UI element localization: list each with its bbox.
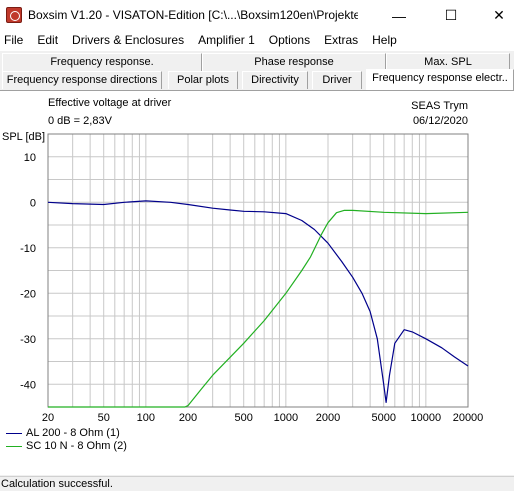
- tab-polar-plots[interactable]: Polar plots: [168, 71, 238, 89]
- minimize-button[interactable]: —: [392, 7, 406, 24]
- x-tick-label: 100: [137, 412, 155, 424]
- header-date: 06/12/2020: [412, 115, 468, 127]
- tab-phase-response[interactable]: Phase response: [202, 53, 386, 71]
- legend-label-1: AL 200 - 8 Ohm (1): [26, 427, 120, 439]
- legend-item-1: AL 200 - 8 Ohm (1): [6, 427, 120, 439]
- legend-swatch-2: [6, 445, 22, 447]
- y-tick-label: -20: [20, 288, 36, 300]
- maximize-button[interactable]: ☐: [444, 7, 458, 23]
- menu-amplifier[interactable]: Amplifier 1: [198, 33, 255, 47]
- plot-frame: [47, 133, 469, 408]
- tab-frequency-response[interactable]: Frequency response.: [2, 53, 202, 71]
- x-tick-label: 10000: [411, 412, 442, 424]
- series-line-1: [47, 200, 469, 403]
- menu-extras[interactable]: Extras: [324, 33, 359, 47]
- app-icon[interactable]: [6, 7, 22, 23]
- menu-edit[interactable]: Edit: [37, 33, 59, 47]
- legend-label-2: SC 10 N - 8 Ohm (2): [26, 440, 127, 452]
- menu-options[interactable]: Options: [268, 33, 311, 47]
- window-title: Boxsim V1.20 - VISATON-Edition [C:\...\B…: [28, 8, 358, 22]
- x-tick-label: 50: [98, 412, 110, 424]
- y-tick-label: -30: [20, 334, 36, 346]
- legend-swatch-1: [6, 432, 22, 434]
- series-line-2: [48, 209, 469, 408]
- tab-directivity[interactable]: Directivity: [242, 71, 308, 89]
- title-bar: Boxsim V1.20 - VISATON-Edition [C:\...\B…: [0, 0, 514, 31]
- tab-driver[interactable]: Driver: [312, 71, 362, 89]
- x-tick-label: 500: [235, 412, 253, 424]
- menu-file[interactable]: File: [4, 33, 24, 47]
- x-tick-label: 20000: [453, 412, 484, 424]
- x-tick-label: 5000: [371, 412, 395, 424]
- header-reference-level: 0 dB = 2,83V: [48, 115, 112, 127]
- header-project-name: SEAS Trym: [411, 100, 468, 112]
- y-tick-label: -40: [20, 379, 36, 391]
- x-tick-label: 20: [42, 412, 54, 424]
- chart-panel: Effective voltage at driver 0 dB = 2,83V…: [0, 90, 514, 475]
- tab-frequency-response-electrical[interactable]: Frequency response electr..: [366, 69, 514, 90]
- tab-frequency-response-directions[interactable]: Frequency response directions: [2, 71, 162, 89]
- header-effective-voltage: Effective voltage at driver: [48, 97, 172, 109]
- y-tick-label: 0: [30, 197, 36, 209]
- menu-drivers-enclosures[interactable]: Drivers & Enclosures: [72, 33, 185, 47]
- x-tick-label: 2000: [316, 412, 340, 424]
- close-button[interactable]: ✕: [493, 7, 505, 23]
- y-tick-label: 10: [24, 152, 36, 164]
- tab-strip: Frequency response. Phase response Max. …: [0, 51, 514, 91]
- y-axis-label: SPL [dB]: [2, 131, 45, 143]
- tab-max-spl[interactable]: Max. SPL: [386, 53, 510, 71]
- legend-item-2: SC 10 N - 8 Ohm (2): [6, 440, 127, 452]
- x-tick-label: 200: [179, 412, 197, 424]
- status-bar: Calculation successful.: [0, 476, 514, 491]
- chart-series: [47, 200, 469, 408]
- menu-bar: File Edit Drivers & Enclosures Amplifier…: [0, 31, 514, 51]
- chart-grid: [47, 133, 469, 408]
- y-tick-label: -10: [20, 243, 36, 255]
- x-tick-label: 1000: [274, 412, 298, 424]
- menu-help[interactable]: Help: [372, 33, 397, 47]
